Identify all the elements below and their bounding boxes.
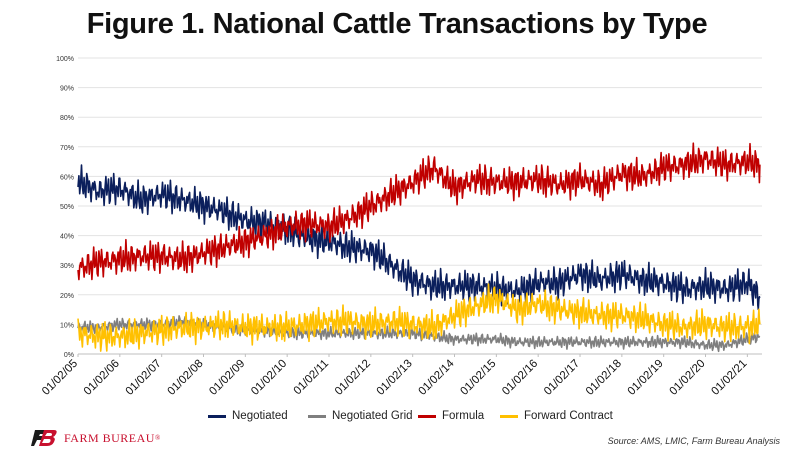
chart-title: Figure 1. National Cattle Transactions b… [86,8,708,40]
legend-swatch [418,414,436,418]
legend-label: Forward Contract [524,410,613,422]
y-tick-label: 40% [60,234,74,241]
legend-swatch [500,414,518,418]
series-line [77,164,761,311]
y-axis-ticks: 0% 10% 20% 30% 40% 50% 60% 70% 80% 90% 100% [56,56,74,359]
x-tick-label: 01/02/20 [668,358,708,398]
x-tick-label: 01/02/19 [626,358,666,398]
y-tick-label: 60% [60,174,74,181]
legend-label: Negotiated [232,410,288,422]
legend-label: Formula [442,410,485,422]
legend-item-forward-contract: Forward Contract [500,410,613,422]
x-tick-label: 01/02/05 [40,358,80,398]
legend-item-formula: Formula [418,410,484,422]
legend-item-negotiated: Negotiated [208,410,288,422]
series-line [77,283,761,352]
y-tick-label: 80% [60,115,74,122]
legend-swatch [308,414,326,418]
y-tick-label: 90% [60,86,74,93]
legend-item-negotiated-grid: Negotiated Grid [308,410,413,422]
x-tick-label: 01/02/21 [709,358,749,398]
y-tick-label: 50% [60,204,74,211]
y-tick-label: 20% [60,293,74,300]
x-tick-label: 01/02/15 [458,358,498,398]
x-tick-label: 01/02/13 [375,358,415,398]
x-tick-label: 01/02/07 [124,358,164,398]
y-tick-label: 0% [64,352,74,359]
legend: Negotiated Negotiated Grid Formula Forwa… [0,410,794,430]
y-tick-label: 30% [60,263,74,270]
farm-bureau-logo: FARM BUREAU ® [30,428,161,448]
series-forward-contract [77,283,761,352]
x-axis-ticks: 01/02/05 01/02/06 01/02/07 01/02/08 01/02/09… [40,354,749,398]
y-tick-label: 70% [60,145,74,152]
series-line [77,142,761,281]
x-tick-label: 01/02/14 [416,357,457,398]
farm-bureau-logo-icon [31,430,57,446]
x-tick-label: 01/02/10 [249,358,289,398]
legend-swatch [208,414,226,418]
series-negotiated [77,164,761,311]
x-tick-label: 01/02/12 [333,358,373,398]
logo-registered-mark: ® [154,434,161,442]
x-tick-label: 01/02/17 [542,358,582,398]
legend-label: Negotiated Grid [332,410,413,422]
y-tick-label: 10% [60,322,74,329]
x-tick-label: 01/02/11 [292,358,332,398]
logo-text: FARM BUREAU [64,430,155,445]
series-formula [77,142,761,281]
x-tick-label: 01/02/16 [500,358,540,398]
series-lines [77,142,761,353]
x-tick-label: 01/02/09 [207,358,247,398]
source-note: Source: AMS, LMIC, Farm Bureau Analysis [607,436,780,446]
x-tick-label: 01/02/06 [82,358,122,398]
x-tick-label: 01/02/08 [165,358,205,398]
x-tick-label: 01/02/18 [584,358,624,398]
y-tick-label: 100% [56,56,74,63]
